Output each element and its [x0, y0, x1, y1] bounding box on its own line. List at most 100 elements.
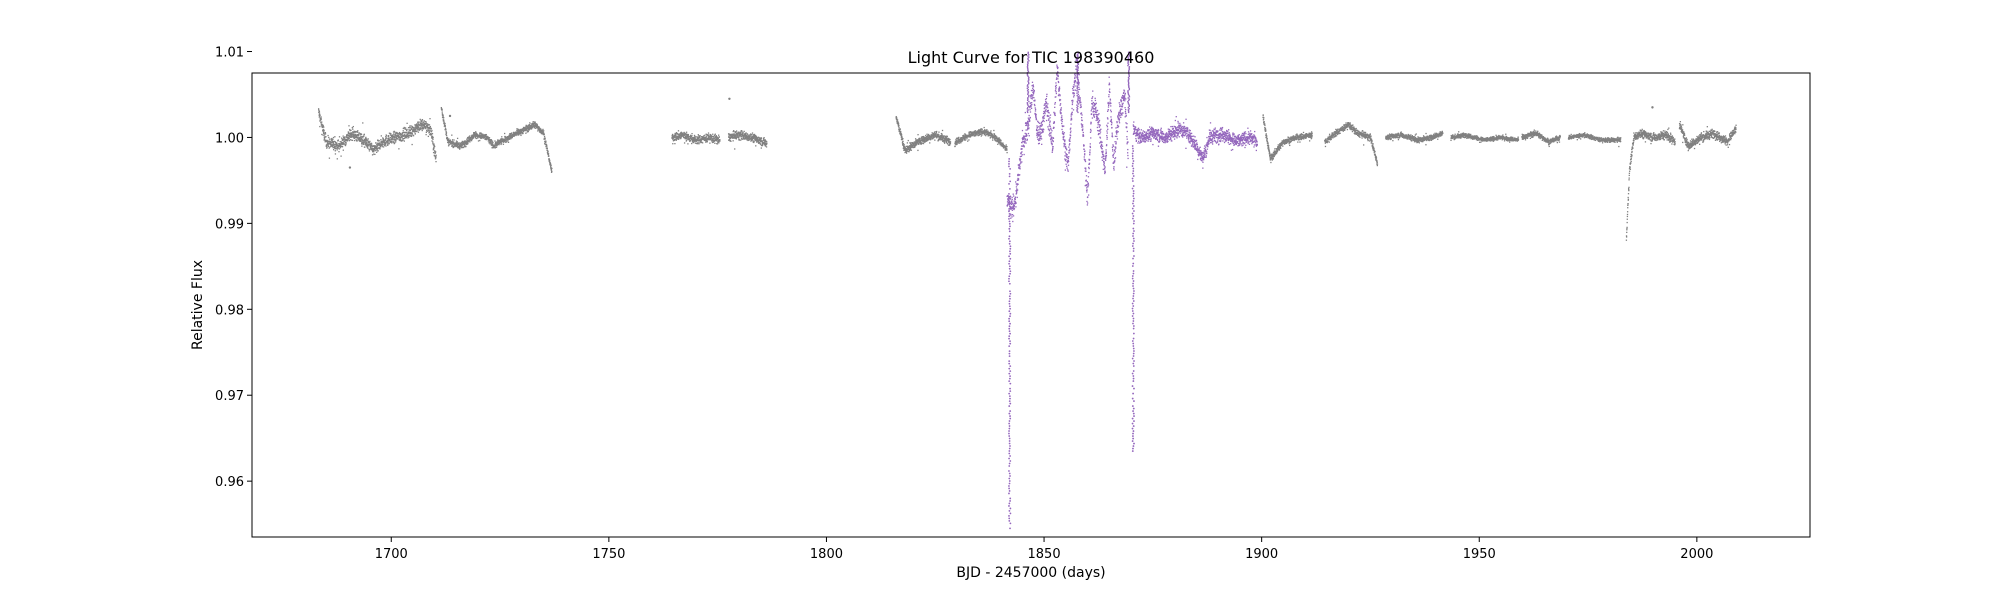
- data-point: [426, 129, 428, 131]
- data-point: [708, 135, 710, 137]
- data-point: [1005, 144, 1007, 146]
- data-point: [715, 136, 717, 139]
- data-point: [352, 125, 354, 128]
- data-point: [527, 124, 530, 126]
- data-point: [991, 134, 993, 136]
- data-point: [359, 136, 361, 139]
- data-point: [406, 129, 408, 132]
- data-point: [456, 141, 458, 144]
- data-point: [326, 140, 328, 142]
- data-point: [530, 128, 533, 130]
- data-point: [417, 129, 419, 131]
- data-point: [327, 140, 329, 142]
- data-point: [1286, 138, 1288, 141]
- data-point: [382, 137, 384, 139]
- data-point: [1263, 122, 1265, 124]
- data-point: [323, 130, 325, 132]
- data-point: [939, 136, 942, 138]
- data-point: [1376, 163, 1379, 165]
- data-point: [1390, 133, 1393, 135]
- data-point: [491, 142, 493, 144]
- data-point: [344, 140, 346, 142]
- data-point: [381, 142, 383, 145]
- data-point: [1390, 137, 1392, 140]
- data-point: [1287, 140, 1290, 142]
- data-point: [1343, 128, 1345, 130]
- data-point: [959, 139, 961, 142]
- data-point: [326, 146, 328, 148]
- data-point: [464, 145, 466, 147]
- data-point: [395, 134, 397, 137]
- data-point: [350, 129, 352, 131]
- data-point: [530, 127, 532, 129]
- data-point: [742, 133, 744, 135]
- data-point: [685, 137, 687, 139]
- data-point: [463, 140, 466, 143]
- data-point: [1266, 140, 1269, 143]
- data-point: [917, 139, 919, 141]
- data-point: [977, 129, 980, 132]
- data-point: [718, 136, 720, 138]
- data-point: [947, 137, 949, 140]
- data-point: [1310, 131, 1313, 133]
- data-point: [1332, 132, 1334, 134]
- data-point: [427, 128, 429, 130]
- data-point: [466, 139, 469, 141]
- data-point: [462, 146, 464, 149]
- data-point: [934, 131, 936, 133]
- data-point: [521, 131, 523, 134]
- data-point: [756, 140, 758, 143]
- data-point: [930, 135, 932, 137]
- data-point: [895, 115, 897, 118]
- data-point: [1324, 142, 1327, 144]
- data-point: [1269, 155, 1271, 157]
- data-point: [510, 137, 512, 139]
- data-point: [518, 128, 520, 131]
- data-point: [1327, 140, 1329, 143]
- data-point: [402, 139, 404, 141]
- data-point: [1387, 137, 1390, 139]
- data-point: [408, 129, 411, 131]
- data-point: [946, 137, 948, 140]
- data-point: [336, 144, 339, 147]
- data-point: [1369, 133, 1371, 135]
- data-point: [946, 135, 948, 137]
- data-point: [903, 146, 906, 148]
- data-point: [496, 139, 499, 141]
- data-point: [346, 134, 348, 136]
- data-point: [958, 142, 960, 144]
- data-point: [753, 136, 755, 138]
- data-point: [435, 154, 437, 156]
- data-point: [322, 134, 324, 136]
- data-point: [442, 114, 444, 116]
- data-point: [537, 128, 539, 130]
- data-point: [904, 149, 906, 151]
- data-point: [423, 120, 425, 122]
- data-point: [1308, 140, 1311, 142]
- data-point: [434, 145, 436, 148]
- data-point: [927, 135, 929, 137]
- data-point: [955, 138, 957, 141]
- data-point: [392, 139, 394, 141]
- data-point: [488, 138, 490, 140]
- data-point: [1345, 126, 1347, 128]
- data-point: [442, 116, 444, 118]
- data-point: [399, 133, 401, 135]
- data-point: [909, 141, 911, 144]
- data-point: [753, 133, 756, 136]
- data-point: [363, 133, 365, 135]
- data-point: [441, 113, 444, 115]
- data-point: [760, 137, 763, 139]
- data-point: [547, 153, 550, 155]
- data-point: [732, 133, 734, 135]
- data-point: [387, 140, 389, 143]
- data-point: [435, 151, 437, 153]
- data-point: [503, 132, 506, 135]
- data-point: [1411, 137, 1413, 139]
- data-point: [1401, 134, 1403, 137]
- data-point: [1363, 134, 1366, 136]
- data-point: [328, 141, 331, 143]
- data-point: [1294, 138, 1296, 140]
- data-point: [1276, 149, 1278, 151]
- data-point: [414, 131, 416, 133]
